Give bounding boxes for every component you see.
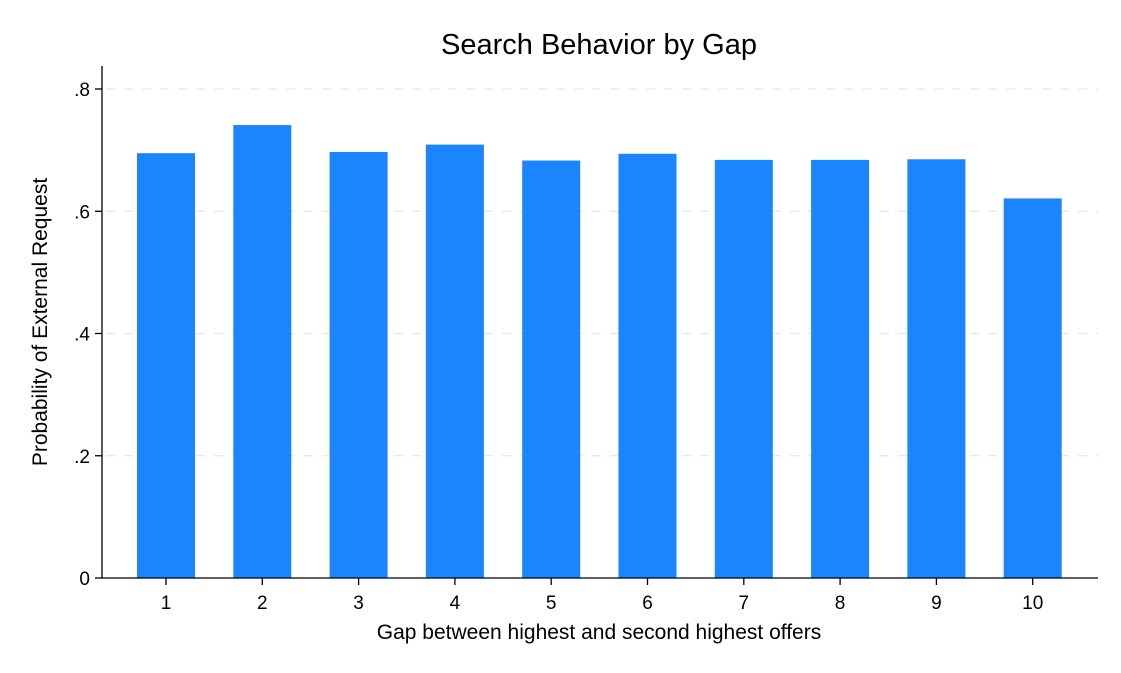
y-tick-label: 0 [79, 569, 90, 590]
x-tick-label: 9 [931, 593, 942, 614]
y-tick-label: .2 [74, 447, 90, 468]
chart-title: Search Behavior by Gap [441, 29, 757, 61]
x-ticks: 1 2 3 4 5 6 7 8 9 10 [161, 578, 1043, 614]
y-tick-label: .4 [74, 325, 90, 346]
x-tick-label: 6 [642, 593, 653, 614]
x-axis-label: Gap between highest and second highest o… [377, 621, 821, 644]
bar [811, 159, 870, 578]
y-tick-label: .8 [74, 80, 90, 101]
y-tick-label: .6 [74, 202, 90, 223]
bar [233, 125, 292, 578]
bar [329, 151, 388, 579]
x-tick-label: 3 [353, 593, 364, 614]
x-tick-label: 8 [835, 593, 846, 614]
bar [907, 159, 966, 578]
x-tick-label: 2 [257, 593, 268, 614]
axes [101, 66, 1098, 579]
bar [522, 160, 581, 579]
bar [425, 144, 484, 578]
bar [1003, 198, 1062, 578]
bar [137, 153, 195, 578]
y-ticks: 0 .2 .4 .6 .8 [74, 80, 102, 590]
x-tick-label: 1 [161, 593, 172, 614]
bar [714, 159, 773, 578]
x-tick-label: 7 [739, 593, 750, 614]
x-tick-label: 10 [1022, 593, 1043, 614]
y-axis-label: Probability of External Request [29, 178, 52, 466]
bar [618, 153, 677, 579]
x-tick-label: 5 [546, 593, 557, 614]
x-tick-label: 4 [450, 593, 461, 614]
bars [137, 125, 1062, 579]
